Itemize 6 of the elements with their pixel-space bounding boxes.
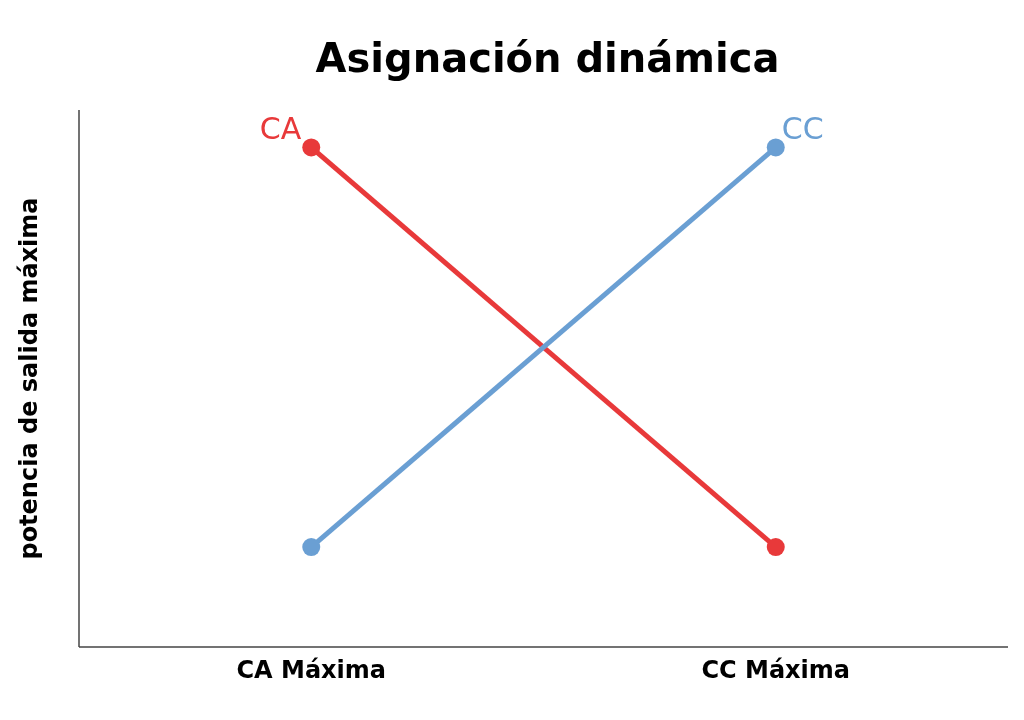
series-label: CC [781, 111, 824, 147]
y-axis-title: potencia de salida máxima [14, 197, 43, 560]
series-label: CA [259, 111, 302, 147]
chart-title: Asignación dinámica [314, 34, 781, 83]
x-tick-label: CA Máxima [236, 656, 387, 685]
x-tick-label: CC Máxima [701, 656, 851, 685]
